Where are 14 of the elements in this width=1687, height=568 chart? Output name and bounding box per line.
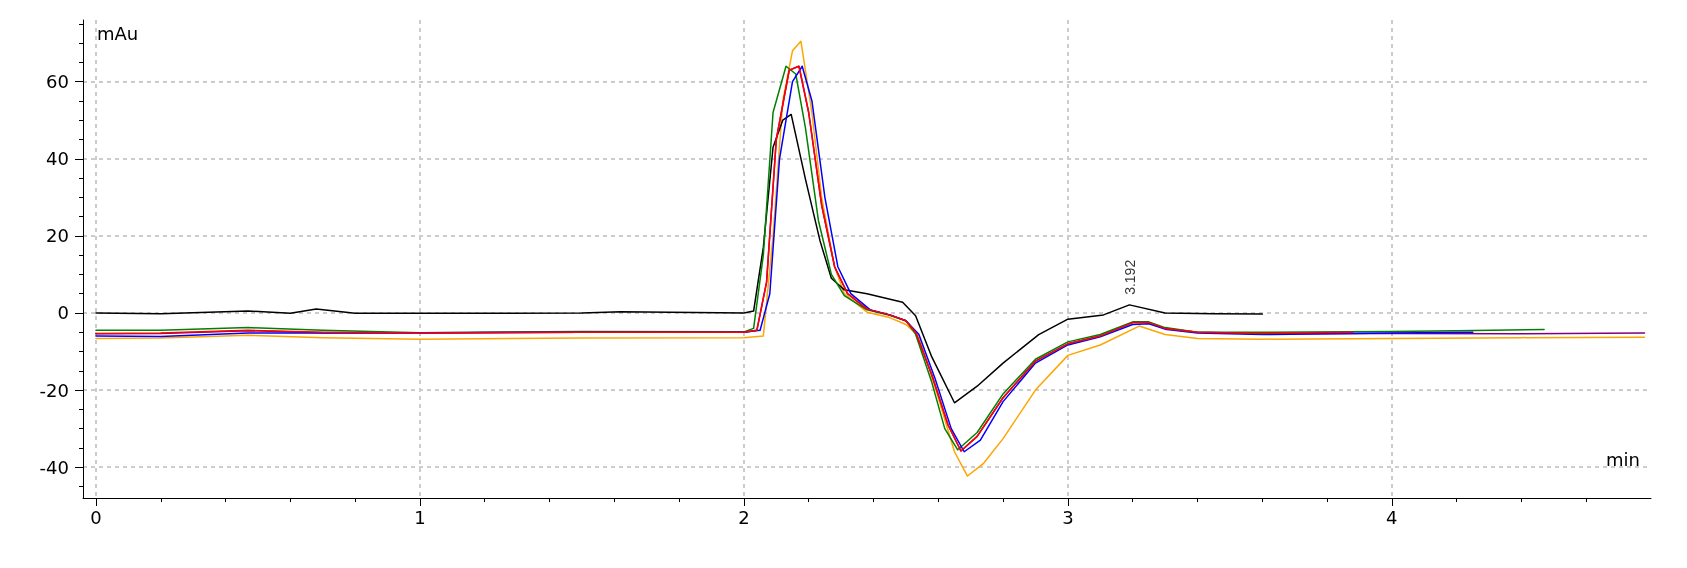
- y-tick-label: -20: [39, 379, 69, 401]
- y-tick-label: 20: [46, 225, 69, 247]
- x-tick-label: 4: [1386, 506, 1398, 528]
- x-axis-title: min: [1606, 448, 1640, 470]
- y-tick-label: 60: [46, 71, 69, 93]
- y-tick-label: 40: [46, 148, 69, 170]
- y-tick-label: 0: [57, 302, 69, 324]
- annotation: 3.192: [1122, 259, 1139, 295]
- y-tick-label: -40: [39, 456, 69, 478]
- x-tick-label: 1: [414, 506, 426, 528]
- y-axis-title: mAu: [97, 22, 139, 44]
- x-tick-label: 2: [738, 506, 750, 528]
- x-tick-label: 0: [90, 506, 102, 528]
- x-tick-label: 3: [1062, 506, 1074, 528]
